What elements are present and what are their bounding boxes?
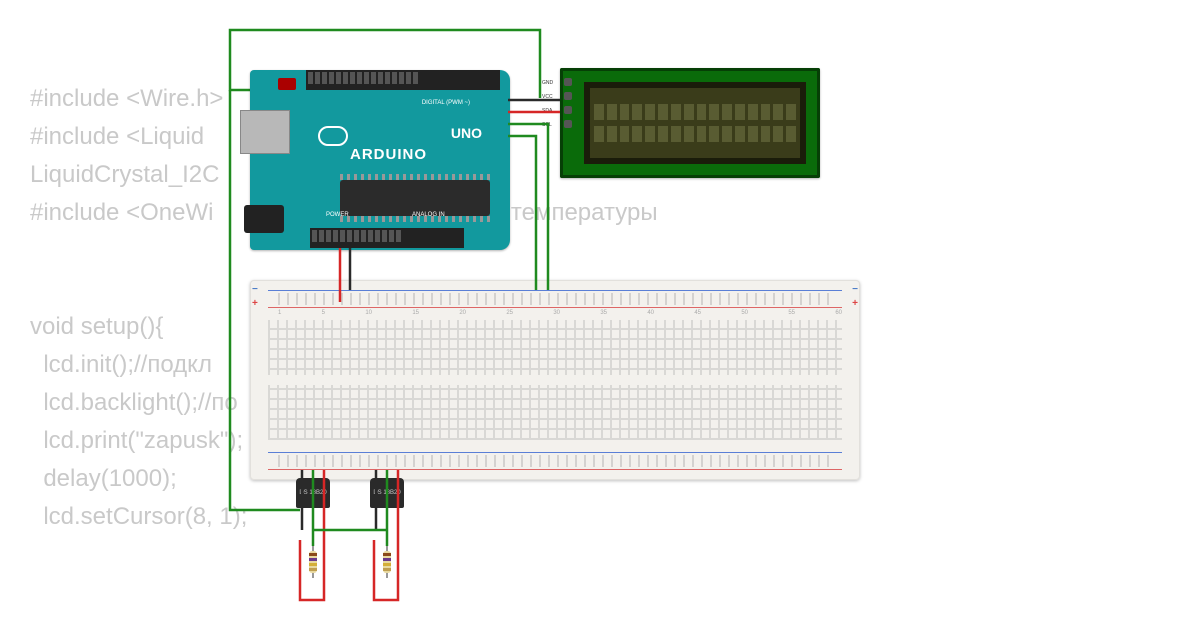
lcd-pins	[564, 78, 580, 128]
ds18b20-sensor: DS 18B20	[370, 478, 404, 518]
barrel-jack	[244, 205, 284, 233]
lcd-pin-label: GND	[542, 80, 553, 86]
ds18b20-sensor: DS 18B20	[296, 478, 330, 518]
lcd-screen	[584, 82, 806, 164]
sensor-body: DS 18B20	[370, 478, 404, 508]
pullup-resistor	[383, 546, 391, 578]
sensor-body: DS 18B20	[296, 478, 330, 508]
power-label: POWER	[326, 212, 349, 218]
power-analog-header	[310, 228, 464, 248]
column-numbers: 151015202530354045505560	[278, 310, 842, 316]
breadboard: −+ −+ 151015202530354045505560	[250, 280, 860, 480]
pullup-resistor	[309, 546, 317, 578]
lcd-pin-label: SDA	[542, 108, 552, 114]
reset-button	[278, 78, 296, 90]
analog-label: ANALOG IN	[412, 212, 445, 218]
lcd-row	[594, 126, 796, 142]
power-rail-bottom	[268, 450, 842, 472]
code-line: lcd.setCursor(8, 1);	[30, 498, 658, 536]
lcd-pin-label: SCL	[542, 122, 552, 128]
lcd-row	[594, 104, 796, 120]
digital-label: DIGITAL (PWM ~)	[422, 100, 470, 106]
arduino-uno-board: UNO ARDUINO DIGITAL (PWM ~) POWER ANALOG…	[250, 70, 510, 250]
board-model: UNO	[451, 125, 482, 141]
arduino-logo-icon	[318, 126, 348, 146]
board-brand: ARDUINO	[350, 146, 427, 163]
digital-header	[306, 70, 500, 90]
lcd-i2c-module: GND VCC SDA SCL	[560, 68, 820, 178]
atmega-chip	[340, 180, 490, 216]
usb-port	[240, 110, 290, 154]
power-rail-top	[268, 288, 842, 310]
lcd-pin-label: VCC	[542, 94, 553, 100]
